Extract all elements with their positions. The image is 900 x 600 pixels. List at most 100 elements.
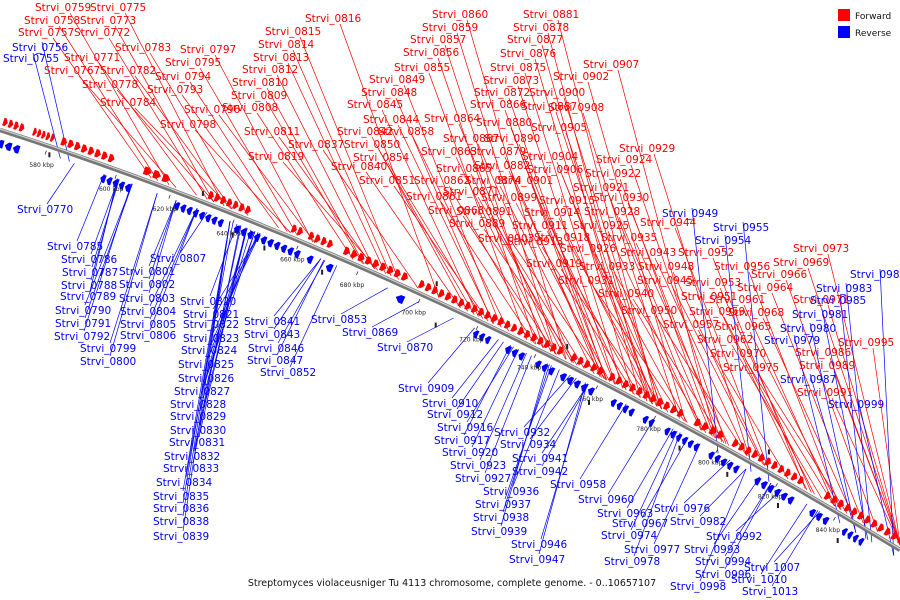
forward-gene-arrow-24	[232, 200, 239, 209]
gene-arrows	[0, 117, 900, 546]
forward-gene-label: Strvi_0876	[500, 48, 557, 60]
forward-gene-label: Strvi_0795	[165, 57, 221, 69]
reverse-leader-line	[630, 430, 678, 531]
forward-leader-line	[508, 97, 607, 380]
forward-gene-label: Strvi_0783	[115, 42, 171, 54]
reverse-gene-label: Strvi_0802	[119, 279, 175, 291]
reverse-gene-label: Strvi_0993	[684, 544, 740, 556]
scale-tick-mark	[417, 298, 421, 303]
reverse-gene-label: Strvi_0792	[54, 331, 110, 343]
reverse-gene-arrow-163	[714, 454, 722, 464]
forward-gene-arrow-94	[796, 476, 804, 485]
reverse-gene-label: Strvi_0799	[80, 343, 136, 355]
forward-gene-label: Strvi_0913	[507, 236, 563, 248]
forward-gene-label: Strvi_0915	[539, 195, 595, 207]
forward-gene-label: Strvi_0878	[513, 22, 569, 34]
forward-leader-line	[437, 57, 537, 345]
reverse-gene-arrow-121	[211, 216, 218, 225]
reverse-leader-line	[699, 468, 747, 517]
forward-gene-arrow-101	[863, 515, 871, 524]
reverse-gene-arrow-153	[628, 408, 636, 417]
forward-leader-line	[592, 285, 685, 422]
reverse-gene-arrow-107	[0, 139, 5, 149]
forward-gene-label: Strvi_0798	[160, 119, 216, 131]
chromosome-axis-highlight	[0, 128, 900, 550]
forward-gene-label: Strvi_0845	[347, 99, 403, 111]
forward-gene-label: Strvi_0758	[24, 15, 80, 27]
reverse-gene-arrow-120	[205, 214, 212, 223]
reverse-gene-label: Strvi_0927	[455, 473, 511, 485]
reverse-gene-arrow-144	[548, 367, 556, 376]
reverse-gene-label: Strvi_0804	[120, 306, 177, 318]
forward-gene-arrow-89	[764, 457, 771, 466]
forward-leader-line	[565, 132, 663, 410]
reverse-leader-line	[653, 443, 701, 545]
forward-gene-arrow-72	[628, 383, 636, 392]
reverse-gene-label: Strvi_0963	[597, 508, 653, 520]
forward-gene-label: Strvi_0863	[421, 146, 477, 158]
forward-gene-arrow-40	[393, 268, 401, 278]
forward-leader-line	[395, 97, 494, 324]
forward-gene-arrow-62	[549, 343, 557, 352]
forward-gene-arrow-93	[790, 472, 798, 481]
reverse-gene-label: Strvi_0838	[153, 516, 209, 528]
reverse-gene-label: Strvi_0979	[764, 335, 820, 347]
reverse-gene-arrow-125	[247, 230, 255, 240]
reverse-gene-label: Strvi_0785	[47, 241, 103, 253]
reverse-gene-arrow-135	[395, 295, 406, 305]
forward-gene-label: Strvi_0921	[573, 182, 629, 194]
forward-leader-line	[568, 242, 662, 410]
forward-gene-label: Strvi_0975	[723, 362, 779, 374]
forward-leader-line	[470, 173, 566, 360]
scale-tick-mark	[114, 174, 117, 179]
scale-tick-label: 680 kbp	[340, 282, 365, 289]
forward-gene-arrow-3	[18, 123, 25, 132]
forward-gene-label: Strvi_0961	[709, 294, 765, 306]
forward-leader-line	[448, 185, 544, 349]
forward-gene-arrow-20	[207, 190, 214, 200]
forward-gene-arrow-21	[213, 193, 220, 202]
forward-gene-arrow-84	[731, 438, 739, 448]
forward-gene-label: Strvi_0871	[443, 186, 499, 198]
forward-gene-arrow-49	[464, 301, 471, 310]
forward-gene-label: Strvi_0933	[579, 261, 635, 273]
legend-forward-swatch	[838, 9, 850, 21]
forward-gene-label: Strvi_0989	[799, 360, 855, 372]
forward-gene-label: Strvi_0857	[410, 34, 466, 46]
feature-marker-0	[48, 152, 51, 158]
reverse-gene-label: Strvi_0801	[119, 266, 175, 278]
forward-gene-arrow-12	[80, 144, 88, 153]
scale-tick-mark	[232, 219, 235, 224]
forward-leader-line	[199, 67, 298, 236]
forward-gene-label: Strvi_0928	[584, 206, 640, 218]
forward-gene-label: Strvi_0969	[773, 257, 829, 269]
reverse-gene-arrow-165	[727, 461, 734, 471]
forward-gene-label: Strvi_0973	[793, 243, 849, 255]
forward-gene-label: Strvi_0865	[436, 163, 492, 175]
forward-gene-label: Strvi_0905	[531, 122, 587, 134]
feature-marker-10	[201, 190, 204, 196]
reverse-leader-line	[845, 282, 873, 543]
reverse-gene-label: Strvi_0839	[153, 531, 209, 543]
reverse-leader-line	[91, 179, 120, 268]
forward-leader-line	[114, 25, 215, 203]
forward-gene-arrow-88	[757, 453, 765, 462]
reverse-gene-arrow-143	[541, 363, 549, 373]
forward-gene-arrow-78	[669, 405, 677, 414]
forward-gene-label: Strvi_0772	[74, 27, 130, 39]
scale-tick-label: 760 kbp	[579, 396, 604, 403]
forward-leader-line	[674, 227, 769, 468]
reverse-gene-label: Strvi_0800	[80, 356, 136, 368]
reverse-gene-arrow-172	[787, 496, 795, 505]
feature-marker-7	[726, 471, 729, 477]
scale-tick-label: 800 kbp	[698, 460, 723, 467]
forward-gene-label: Strvi_0906	[527, 164, 584, 176]
reverse-gene-label: Strvi_0823	[183, 333, 239, 345]
forward-gene-label: Strvi_0819	[248, 151, 304, 163]
forward-gene-arrow-19	[161, 173, 171, 183]
forward-gene-arrow-71	[621, 379, 629, 389]
reverse-leader-line	[879, 268, 895, 556]
forward-gene-arrow-39	[386, 265, 394, 275]
forward-gene-label: Strvi_0813	[253, 52, 309, 64]
reverse-gene-label: Strvi_0983	[816, 283, 872, 295]
